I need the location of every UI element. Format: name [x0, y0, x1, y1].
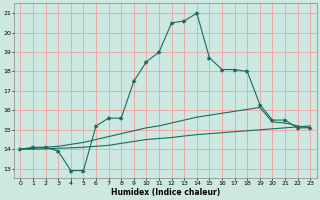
- X-axis label: Humidex (Indice chaleur): Humidex (Indice chaleur): [111, 188, 220, 197]
